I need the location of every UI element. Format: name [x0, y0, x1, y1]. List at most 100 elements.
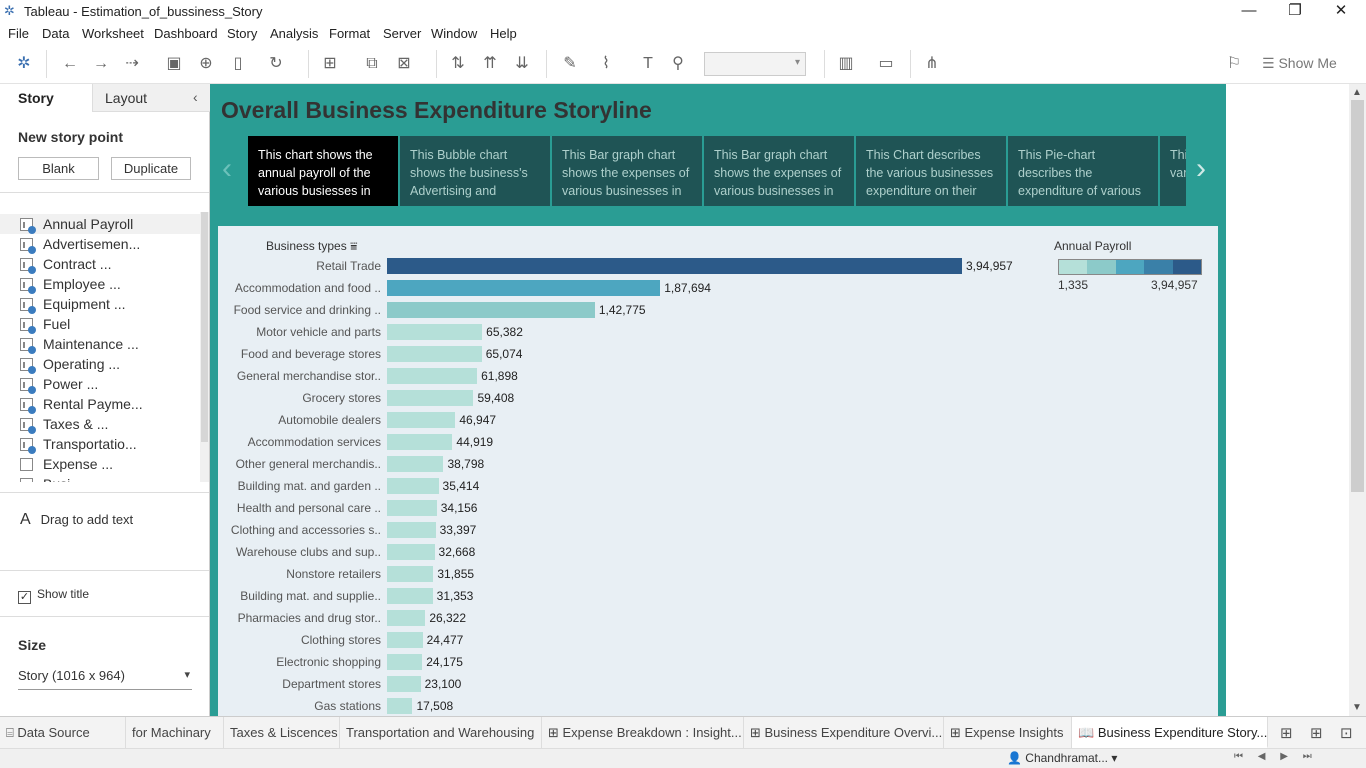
sheet-item[interactable]: Equipment ...	[0, 294, 200, 314]
duplicate-sheet-icon[interactable]: ⧉	[366, 55, 378, 72]
sheet-item[interactable]: Advertisemen...	[0, 234, 200, 254]
menu-window[interactable]: Window	[431, 26, 478, 41]
share-icon[interactable]: ⋔	[925, 55, 939, 72]
menu-server[interactable]: Server	[383, 26, 422, 41]
bar[interactable]	[387, 522, 436, 538]
sheet-navigation[interactable]: ⏮ ◀ ▶ ⏭	[1234, 751, 1318, 762]
bar[interactable]	[387, 390, 474, 406]
size-select[interactable]: Story (1016 x 964)	[18, 668, 192, 690]
close-button[interactable]: ✕	[1334, 2, 1348, 19]
bar[interactable]	[387, 368, 478, 384]
story-point-4[interactable]: This Bar graph chart shows the expenses …	[704, 136, 854, 206]
show-title-toggle[interactable]: ✓ Show title	[18, 587, 89, 604]
bar[interactable]	[387, 346, 482, 362]
sheet-item[interactable]: Annual Payroll	[0, 214, 200, 234]
format-painter-icon[interactable]: ⚐	[1226, 55, 1242, 72]
fit-dropdown[interactable]	[704, 52, 806, 76]
menu-help[interactable]: Help	[490, 26, 517, 41]
sheet-item[interactable]: Contract ...	[0, 254, 200, 274]
replace-data-icon[interactable]: ⇢	[125, 55, 139, 72]
show-cards-icon[interactable]: ▥	[838, 55, 854, 72]
story-point-2[interactable]: This Bubble chart shows the business's A…	[400, 136, 550, 206]
vertical-scrollbar[interactable]: ▲ ▼	[1349, 84, 1366, 716]
bar[interactable]	[387, 280, 661, 296]
sheet-item[interactable]: Power ...	[0, 374, 200, 394]
bar[interactable]	[387, 588, 433, 604]
bar[interactable]	[387, 632, 423, 648]
prev-story-point-icon[interactable]: ‹	[222, 152, 232, 185]
tableau-home-icon[interactable]: ✲	[17, 55, 31, 72]
business-types-header[interactable]: Business types ⩸	[266, 239, 357, 254]
bar[interactable]	[387, 544, 435, 560]
menu-worksheet[interactable]: Worksheet	[82, 26, 144, 41]
user-menu[interactable]: 👤 Chandhramat... ▾	[1007, 751, 1118, 765]
presentation-icon[interactable]: ▭	[878, 55, 894, 72]
save-icon[interactable]: ▣	[166, 55, 182, 72]
sheet-tab[interactable]: ⊞ Expense Insights	[944, 717, 1072, 749]
sheet-tab[interactable]: 📖 Business Expenditure Story...	[1072, 717, 1268, 749]
bar[interactable]	[387, 456, 444, 472]
drag-to-add-text[interactable]: A Drag to add text	[20, 511, 133, 529]
story-point-5[interactable]: This Chart describes the various busines…	[856, 136, 1006, 206]
next-story-point-icon[interactable]: ›	[1196, 152, 1206, 185]
bar[interactable]	[387, 412, 456, 428]
new-data-source-icon[interactable]: ⊕	[199, 55, 213, 72]
bar[interactable]	[387, 302, 595, 318]
bar[interactable]	[387, 500, 437, 516]
scroll-thumb[interactable]	[1351, 100, 1364, 492]
sheet-tab[interactable]: Transportation and Warehousing	[340, 717, 542, 749]
bar[interactable]	[387, 610, 426, 626]
swap-icon[interactable]: ⇅	[451, 55, 465, 72]
minimize-button[interactable]: —	[1241, 2, 1257, 19]
new-dashboard-icon[interactable]: ⊞	[1310, 725, 1323, 742]
undo-icon[interactable]: ←	[62, 55, 78, 72]
pin-icon[interactable]: ⚲	[672, 55, 684, 72]
show-title-checkbox[interactable]: ✓	[18, 591, 31, 604]
sheet-item[interactable]: Operating ...	[0, 354, 200, 374]
bar[interactable]	[387, 654, 423, 670]
restore-button[interactable]: ❐	[1288, 2, 1302, 19]
sheet-item[interactable]: Rental Payme...	[0, 394, 200, 414]
blank-button[interactable]: Blank	[18, 157, 99, 180]
menu-dashboard[interactable]: Dashboard	[154, 26, 218, 41]
story-point-3[interactable]: This Bar graph chart shows the expenses …	[552, 136, 702, 206]
menu-story[interactable]: Story	[227, 26, 258, 41]
sheet-item[interactable]: Employee ...	[0, 274, 200, 294]
bar[interactable]	[387, 478, 439, 494]
sheet-tab[interactable]: ⊞ Business Expenditure Overvi...	[744, 717, 944, 749]
bar[interactable]	[387, 698, 413, 714]
story-point-7[interactable]: This chart shows various expenses	[1160, 136, 1186, 206]
new-story-icon[interactable]: ⊡	[1340, 725, 1353, 742]
sheet-tab[interactable]: for Machinary	[126, 717, 224, 749]
tab-layout[interactable]: Layout ‹	[92, 84, 210, 112]
scroll-up-icon[interactable]: ▲	[1352, 87, 1362, 98]
bar[interactable]	[387, 566, 434, 582]
clear-sheet-icon[interactable]: ⊠	[397, 55, 411, 72]
bar[interactable]	[387, 434, 453, 450]
sheet-item[interactable]: Transportatio...	[0, 434, 200, 454]
sheet-item[interactable]: Taxes & ...	[0, 414, 200, 434]
menu-analysis[interactable]: Analysis	[270, 26, 319, 41]
sheet-item[interactable]: Fuel	[0, 314, 200, 334]
menu-file[interactable]: File	[8, 26, 29, 41]
collapse-icon[interactable]: ‹	[193, 89, 198, 105]
sheet-item[interactable]: Expense ...	[0, 454, 200, 474]
pause-updates-icon[interactable]: ▯	[233, 55, 243, 72]
sheet-tab[interactable]: ⊞ Expense Breakdown : Insight...	[542, 717, 744, 749]
new-worksheet-icon[interactable]: ⊞	[323, 55, 337, 72]
story-point-1[interactable]: This chart shows the annual payroll of t…	[248, 136, 398, 206]
duplicate-button[interactable]: Duplicate	[111, 157, 191, 180]
scroll-down-icon[interactable]: ▼	[1352, 702, 1362, 713]
redo-icon[interactable]: →	[93, 55, 109, 72]
sort-ascending-icon[interactable]: ⇈	[483, 55, 497, 72]
sheet-item[interactable]: Maintenance ...	[0, 334, 200, 354]
labels-icon[interactable]: T	[643, 55, 653, 72]
menu-data[interactable]: Data	[42, 26, 70, 41]
bar[interactable]	[387, 324, 483, 340]
sheet-tab[interactable]: Taxes & Liscences	[224, 717, 340, 749]
show-me-button[interactable]: ☰ Show Me	[1262, 55, 1337, 71]
sheet-item[interactable]: Busi...	[0, 474, 200, 482]
sheet-list-scrollbar[interactable]	[200, 212, 209, 482]
sheet-tab[interactable]: ⌸ Data Source	[0, 717, 126, 749]
story-point-6[interactable]: This Pie-chart describes the expenditure…	[1008, 136, 1158, 206]
